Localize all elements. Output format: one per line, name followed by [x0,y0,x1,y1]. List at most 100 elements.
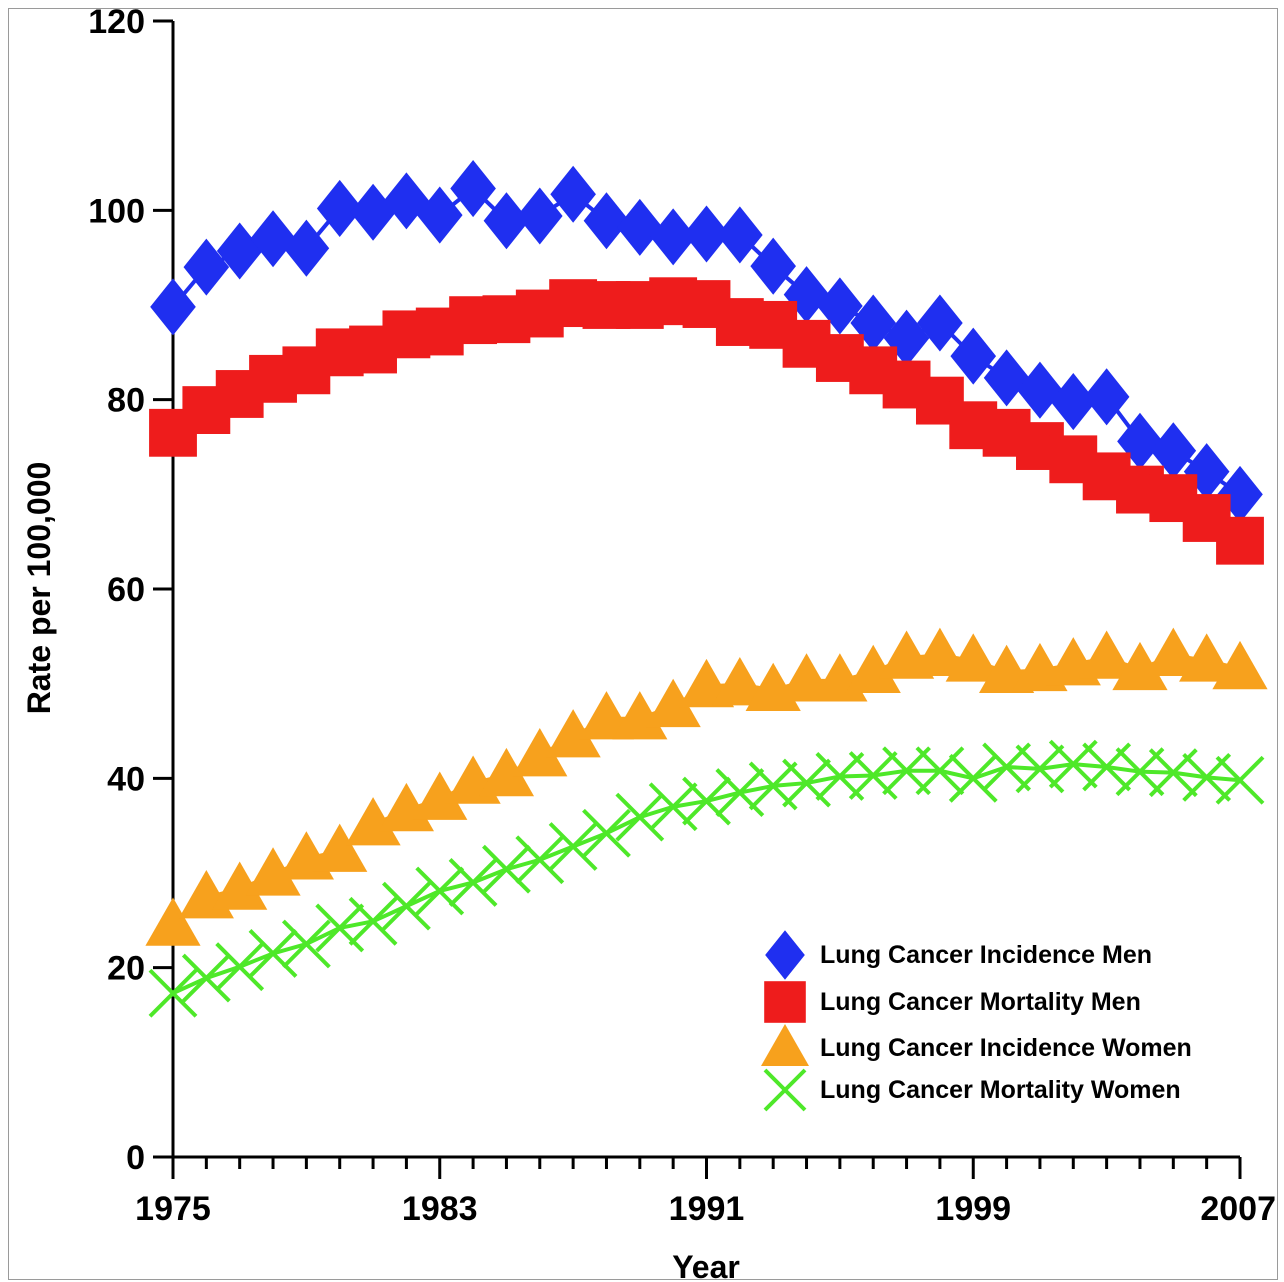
series-square [149,277,1264,565]
legend-label: Lung Cancer Incidence Men [820,941,1152,969]
y-tick-label: 40 [107,760,145,798]
legend-item: Lung Cancer Mortality Women [763,1068,1181,1112]
data-point [1083,368,1130,426]
data-point [683,205,730,263]
legend-label: Lung Cancer Incidence Women [820,1034,1192,1062]
data-point [1212,640,1268,690]
legend: Lung Cancer Incidence Men Lung Cancer Mor… [761,930,1192,1112]
legend-marker [763,1068,807,1112]
data-point [1112,641,1168,691]
data-point [548,822,598,871]
legend-marker [764,981,806,1023]
series-x [148,739,1265,1018]
data-point [950,327,997,385]
data-point [645,678,701,728]
data-point [917,294,963,352]
data-point [1179,633,1235,682]
data-point [215,942,265,992]
legend-item: Lung Cancer Incidence Men [765,930,1152,980]
data-point [845,644,901,694]
data-point [712,657,768,706]
data-point [1150,422,1197,480]
data-point [245,847,301,896]
x-axis-title: Year [672,1249,740,1282]
data-point [648,782,698,832]
data-point [183,238,230,296]
data-point [945,633,1001,682]
data-point [415,866,465,916]
legend-marker [761,1024,809,1066]
data-point [516,187,563,245]
data-point [212,861,268,910]
data-point [650,208,696,266]
data-point [383,172,430,230]
data-point [1215,755,1265,805]
data-point [616,198,663,256]
data-point [948,753,998,803]
data-point [416,186,463,244]
data-point [1216,516,1264,565]
data-point [281,919,331,969]
data-point [912,627,968,676]
data-point [145,897,201,946]
x-tick-label: 1991 [669,1190,745,1228]
x-tick-label: 2007 [1200,1190,1276,1228]
data-point [512,728,568,777]
data-point [348,896,398,946]
data-point [715,768,765,817]
data-point [1017,361,1063,419]
data-point [248,929,298,978]
data-point [782,758,831,808]
data-point [682,776,731,826]
data-point [181,953,231,1003]
data-point [550,165,596,223]
y-tick-label: 100 [88,192,145,230]
data-point [350,183,396,241]
x-tick-label: 1983 [402,1190,478,1228]
y-tick-label: 80 [107,382,145,420]
legend-item: Lung Cancer Incidence Women [761,1024,1192,1066]
data-point [315,903,365,953]
data-point [450,160,496,218]
data-point [612,691,668,740]
data-point [283,219,330,277]
chart-frame [8,8,1278,1280]
data-point [412,771,468,820]
series-layer [145,160,1268,1018]
y-tick-label: 120 [88,3,145,41]
data-point [717,206,763,264]
data-point [615,792,665,842]
data-point [582,808,631,858]
x-tick-label: 1999 [935,1190,1011,1228]
y-tick-label: 0 [126,1139,145,1177]
legend-item: Lung Cancer Mortality Men [764,981,1141,1023]
data-point [381,881,431,931]
x-tick-label: 1975 [135,1190,211,1228]
data-point [478,747,535,797]
data-point [515,835,565,885]
data-point [150,278,196,336]
data-point [545,709,601,758]
data-point [1050,373,1097,431]
legend-label: Lung Cancer Mortality Men [820,988,1141,1016]
data-point [482,844,531,894]
data-point [148,968,198,1018]
data-point [983,349,1030,407]
y-tick-label: 20 [107,950,145,988]
y-axis-title: Rate per 100,000 [21,462,57,715]
data-point [1079,630,1135,679]
legend-marker [765,930,805,980]
data-point [750,237,797,295]
series-triangle [145,627,1268,946]
data-point [448,858,498,907]
legend-label: Lung Cancer Mortality Women [820,1076,1181,1104]
data-point [583,192,630,250]
data-point [316,179,363,237]
data-point [250,210,296,268]
data-point [345,797,401,846]
data-point [216,222,263,280]
y-tick-label: 60 [107,571,145,609]
data-point [483,192,530,250]
